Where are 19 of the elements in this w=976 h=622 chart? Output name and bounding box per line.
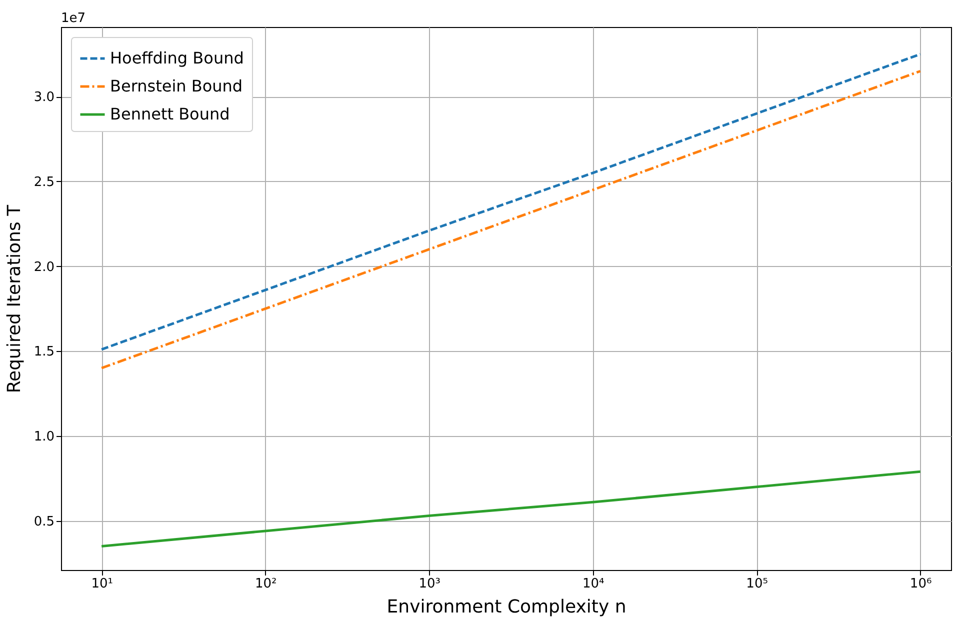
x-tick-label: 10³ — [418, 576, 440, 592]
x-tick-label: 10⁶ — [910, 576, 932, 592]
y-tick-label: 0.5 — [34, 514, 54, 530]
x-tick-label: 10⁴ — [582, 576, 604, 592]
y-axis-title: Required Iterations T — [4, 204, 25, 394]
y-tick-label: 1.0 — [34, 429, 54, 444]
legend-label: Bennett Bound — [110, 104, 230, 124]
x-tick-label: 10⁵ — [746, 576, 768, 592]
x-tick-label: 10² — [254, 576, 277, 592]
legend-label: Hoeffding Bound — [110, 48, 244, 68]
x-axis-title: Environment Complexity n — [386, 596, 626, 618]
line-series — [100, 470, 922, 548]
legend-label: Bernstein Bound — [110, 76, 243, 96]
text: 1e7 — [61, 11, 86, 26]
y-tick-label: 3.0 — [34, 90, 54, 106]
x-tick-label: 10¹ — [91, 576, 113, 592]
y-tick-label: 2.5 — [34, 174, 54, 190]
y-tick-label: 1.5 — [34, 344, 54, 360]
y-tick-label: 2.0 — [34, 260, 54, 275]
